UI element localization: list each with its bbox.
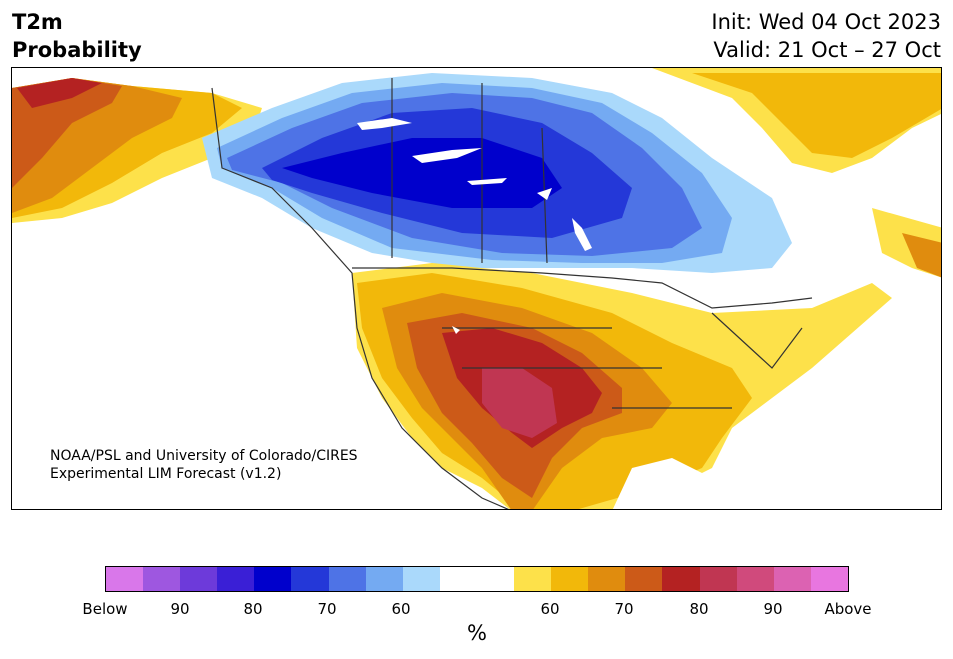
colorbar-unit: % [467, 621, 487, 645]
colorbar-segment [217, 567, 255, 591]
colorbar-segment [143, 567, 181, 591]
colorbar-tick-label: 80 [243, 600, 263, 618]
colorbar-segment [180, 567, 218, 591]
greenland-warm-region [652, 68, 941, 278]
borders [211, 78, 813, 509]
colorbar-tick-label: 90 [763, 600, 783, 618]
alaska-warm-region [12, 78, 262, 223]
colorbar-tick-label: 80 [689, 600, 709, 618]
credit-text: NOAA/PSL and University of Colorado/CIRE… [50, 447, 358, 483]
colorbar-tick-label: 60 [391, 600, 411, 618]
credit-line-2: Experimental LIM Forecast (v1.2) [50, 466, 282, 482]
init-date: Init: Wed 04 Oct 2023 [711, 10, 941, 34]
credit-line-1: NOAA/PSL and University of Colorado/CIRE… [50, 448, 358, 464]
colorbar-segment [551, 567, 589, 591]
colorbar-tick-label: 90 [170, 600, 190, 618]
colorbar-segment [402, 567, 440, 591]
probability-map: NOAA/PSL and University of Colorado/CIRE… [11, 67, 942, 510]
colorbar-segment [476, 567, 515, 591]
colorbar-tick-label: Below [82, 600, 128, 618]
colorbar-segment [736, 567, 774, 591]
colorbar-tick-label: 70 [614, 600, 634, 618]
map-svg [12, 68, 941, 509]
valid-range: Valid: 21 Oct – 27 Oct [713, 38, 941, 62]
colorbar-segment [106, 567, 144, 591]
colorbar-segment [662, 567, 700, 591]
colorbar-segment [810, 567, 848, 591]
colorbar-segment [291, 567, 329, 591]
colorbar-segment [588, 567, 626, 591]
title-line-1: T2m [12, 10, 63, 34]
colorbar-segment [439, 567, 477, 591]
forecast-dates: Init: Wed 04 Oct 2023 Valid: 21 Oct – 27… [711, 8, 941, 64]
colorbar-tick-label: 60 [540, 600, 560, 618]
colorbar-tick-label: Above [824, 600, 872, 618]
colorbar-segment [328, 567, 366, 591]
colorbar-segment [625, 567, 663, 591]
canada-cold-region [202, 73, 792, 273]
colorbar-segment [254, 567, 292, 591]
colorbar-segment [365, 567, 403, 591]
colorbar-segment [773, 567, 811, 591]
colorbar-segment [514, 567, 552, 591]
map-title: T2m Probability [12, 8, 142, 64]
colorbar-tick-label: 70 [317, 600, 337, 618]
colorbar-segment [699, 567, 737, 591]
gulf-of-mexico [612, 458, 769, 509]
title-line-2: Probability [12, 38, 142, 62]
colorbar [105, 566, 849, 592]
great-lakes [357, 118, 592, 334]
